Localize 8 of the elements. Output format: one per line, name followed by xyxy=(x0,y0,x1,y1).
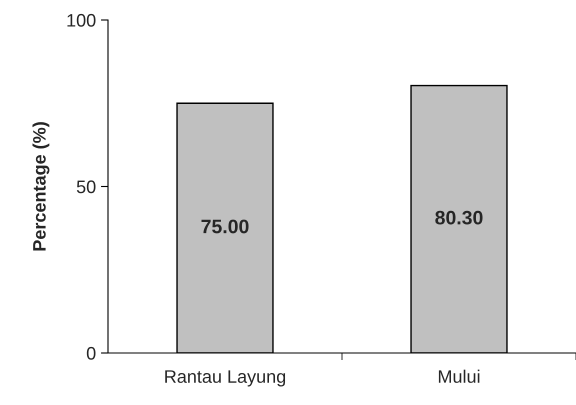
y-tick-label: 0 xyxy=(86,346,96,360)
x-tick-label: Mului xyxy=(438,370,480,383)
data-label: 75.00 xyxy=(202,220,249,234)
x-tick-label: Rantau Layung xyxy=(165,370,286,386)
data-label: 80.30 xyxy=(435,210,483,225)
y-tick-label: 100 xyxy=(67,14,96,27)
y-tick-label: 50 xyxy=(76,180,96,194)
y-axis-title: Percentage (%) xyxy=(32,122,50,251)
